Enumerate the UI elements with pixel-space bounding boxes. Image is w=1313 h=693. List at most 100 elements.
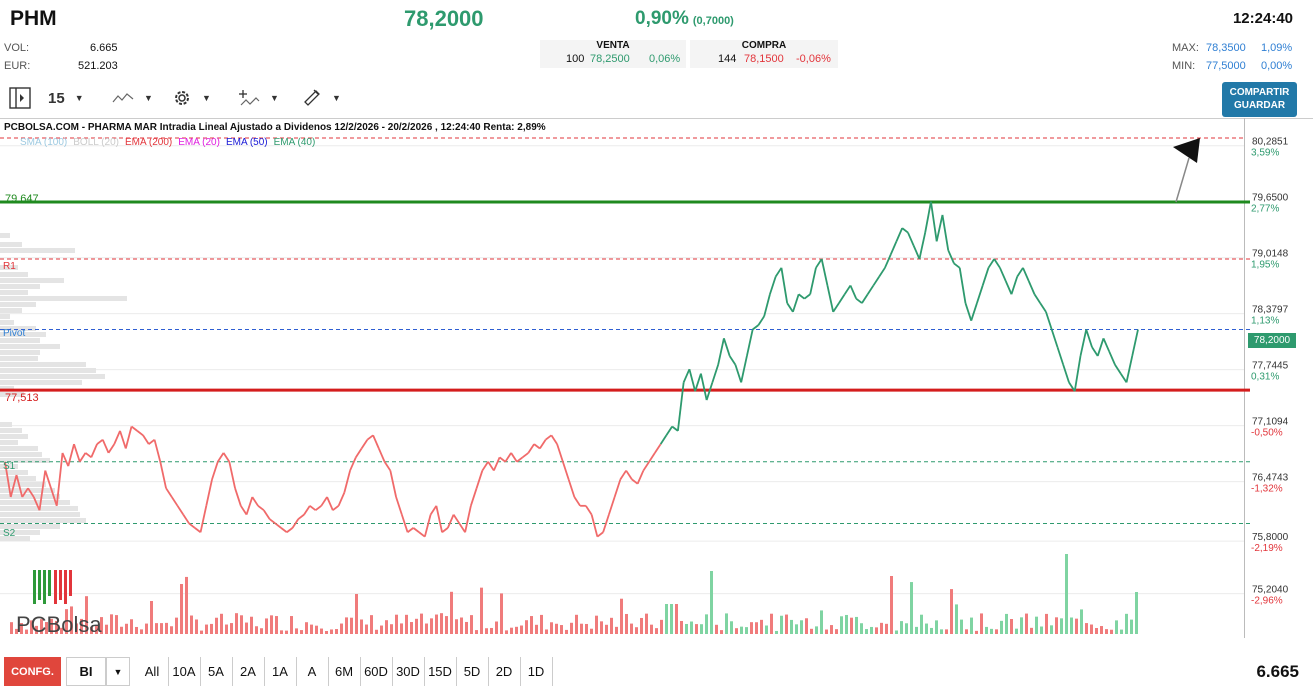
- volume-bar: [515, 626, 518, 634]
- volume-bar: [510, 627, 513, 634]
- volume-bar: [480, 587, 483, 634]
- price-segment: [148, 438, 156, 445]
- volume-profile-bar: [0, 302, 36, 307]
- volume-bar: [500, 593, 503, 634]
- price-segment: [1056, 346, 1065, 366]
- volume-profile-bar: [0, 242, 22, 247]
- panel-toggle-icon[interactable]: [8, 86, 32, 110]
- legend-item[interactable]: EMA (50): [225, 137, 268, 148]
- max-label: MAX:: [1172, 42, 1199, 54]
- volume-bar: [545, 629, 548, 634]
- period-60d[interactable]: 60D: [360, 657, 393, 686]
- price-segment: [838, 293, 846, 304]
- volume-bar: [380, 625, 383, 634]
- price-segment: [705, 382, 714, 401]
- price-segment: [50, 487, 58, 507]
- volume-bar: [750, 622, 753, 634]
- period-all[interactable]: All: [136, 657, 169, 686]
- volume-profile-bar: [0, 356, 38, 361]
- price-segment: [280, 527, 288, 533]
- price-segment: [849, 285, 858, 300]
- period-1a[interactable]: 1A: [264, 657, 297, 686]
- period-30d[interactable]: 30D: [392, 657, 425, 686]
- period-15d[interactable]: 15D: [424, 657, 457, 686]
- settings-select[interactable]: ▼: [172, 86, 211, 110]
- draw-tool-select[interactable]: ▼: [302, 86, 341, 110]
- price-segment: [625, 470, 633, 480]
- volume-profile-bar: [0, 536, 30, 541]
- price-segment: [194, 527, 202, 533]
- price-segment: [291, 518, 300, 529]
- volume-bar: [55, 620, 58, 634]
- period-2a[interactable]: 2A: [232, 657, 265, 686]
- volume-bar: [600, 621, 603, 634]
- period-5a[interactable]: 5A: [200, 657, 233, 686]
- volume-bar: [935, 620, 938, 634]
- price-segment: [872, 276, 880, 286]
- volume-profile-bar: [0, 326, 36, 331]
- period-5d[interactable]: 5D: [456, 657, 489, 686]
- legend-item[interactable]: EMA (200): [125, 137, 173, 148]
- indicator-select[interactable]: ▼: [238, 86, 279, 110]
- legend-item[interactable]: SMA (100): [20, 137, 68, 148]
- mode-select[interactable]: BI: [66, 657, 106, 686]
- price-segment: [533, 443, 541, 450]
- chevron-down-icon: ▼: [202, 93, 211, 103]
- volume-bar: [770, 613, 773, 634]
- price-segment: [90, 443, 98, 458]
- period-10a[interactable]: 10A: [168, 657, 201, 686]
- price-segment: [372, 434, 380, 449]
- volume-profile-bar: [0, 308, 22, 313]
- period-2d[interactable]: 2D: [488, 657, 521, 686]
- period-1d[interactable]: 1D: [520, 657, 553, 686]
- legend-item[interactable]: EMA (40): [273, 137, 316, 148]
- volume-bar: [640, 617, 643, 634]
- price-segment: [107, 443, 116, 454]
- price-segment: [269, 518, 276, 525]
- price-segment: [688, 368, 697, 392]
- interval-select[interactable]: 15 ▼: [48, 86, 84, 110]
- period-a[interactable]: A: [296, 657, 329, 686]
- price-segment: [499, 456, 506, 463]
- price-segment: [769, 276, 777, 295]
- price-segment: [947, 249, 955, 264]
- current-price-tag: 78,2000: [1248, 333, 1296, 348]
- price-segment: [590, 514, 599, 537]
- volume-bar: [135, 626, 138, 634]
- price-segment: [487, 461, 495, 472]
- legend-item[interactable]: BOLL (20): [73, 137, 120, 148]
- line-type-select[interactable]: ▼: [112, 86, 153, 110]
- price-segment: [263, 509, 271, 520]
- support-label: 77,513: [5, 392, 39, 404]
- chevron-down-icon[interactable]: ▼: [106, 657, 130, 686]
- volume-bar: [110, 614, 113, 634]
- price-segment: [843, 284, 852, 295]
- volume-bar: [980, 613, 983, 634]
- y-tick-pct: -2,96%: [1251, 596, 1283, 607]
- volume-bar: [395, 614, 398, 634]
- volume-profile-bar: [0, 482, 46, 487]
- price-segment: [671, 425, 679, 432]
- price-segment: [895, 227, 904, 242]
- volume-bar: [15, 628, 18, 634]
- config-button[interactable]: CONFG.: [4, 657, 61, 686]
- volume-bar: [470, 615, 473, 634]
- price-segment: [452, 514, 461, 524]
- volume-bar: [345, 617, 348, 634]
- legend-item[interactable]: EMA (20): [178, 137, 220, 148]
- share-save-button[interactable]: COMPARTIR GUARDAR: [1222, 82, 1297, 117]
- chart-title: PCBOLSA.COM - PHARMA MAR Intradia Lineal…: [4, 122, 546, 133]
- volume-bar: [375, 629, 378, 634]
- volume-bar: [700, 624, 703, 634]
- volume-bar: [95, 625, 98, 634]
- price-segment: [740, 355, 748, 383]
- price-segment: [665, 425, 673, 436]
- volume-bar: [150, 601, 153, 634]
- period-6m[interactable]: 6M: [328, 657, 361, 686]
- price-segment: [429, 505, 438, 516]
- volume-bar: [890, 576, 893, 634]
- volume-bar: [985, 626, 988, 634]
- volume-bar: [1045, 613, 1048, 634]
- y-tick-pct: 3,59%: [1251, 148, 1279, 159]
